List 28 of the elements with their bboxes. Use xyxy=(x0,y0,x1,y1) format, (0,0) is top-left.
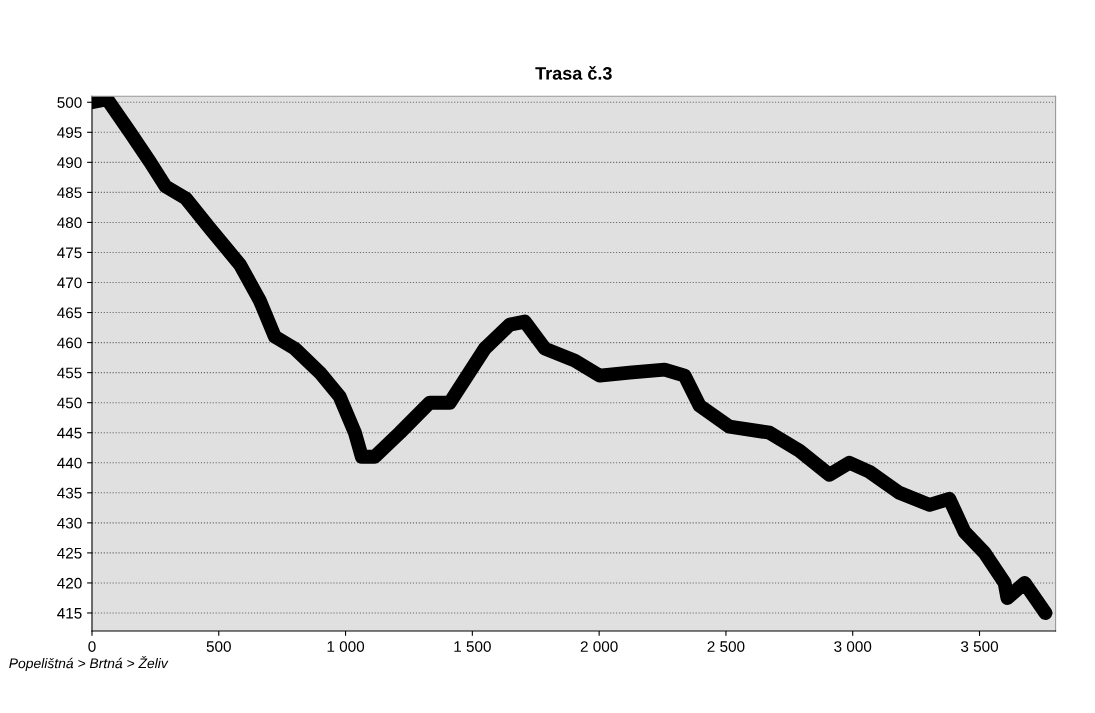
x-tick-label: 1 500 xyxy=(454,641,491,652)
y-tick-label: 450 xyxy=(57,397,82,409)
y-tick-label: 435 xyxy=(57,487,82,499)
y-tick-label: 420 xyxy=(57,577,82,589)
x-tick-label: 3 000 xyxy=(834,641,872,652)
y-tick-label: 490 xyxy=(57,157,82,169)
y-tick-label: 460 xyxy=(57,337,82,349)
x-tick-label: 0 xyxy=(88,641,96,652)
x-tick-label: 2 500 xyxy=(707,641,745,652)
x-tick-label: 3 500 xyxy=(960,641,999,652)
y-tick-label: 425 xyxy=(57,547,82,559)
chart-title: Trasa č.3 xyxy=(535,66,612,80)
text: Popelištná > Brtná > Želiv xyxy=(9,655,169,671)
x-tick-label: 2 000 xyxy=(580,641,618,652)
x-tick-label: 1 000 xyxy=(327,641,365,652)
y-tick-label: 470 xyxy=(57,277,82,289)
x-tick-label: 500 xyxy=(206,641,231,652)
y-tick-label: 475 xyxy=(57,247,82,259)
y-tick-label: 485 xyxy=(57,187,82,199)
y-tick-label: 495 xyxy=(57,127,82,138)
y-tick-label: 430 xyxy=(57,517,82,529)
y-tick-label: 465 xyxy=(57,307,82,319)
y-tick-label: 440 xyxy=(57,457,82,469)
y-tick-label: 415 xyxy=(57,608,82,619)
y-tick-label: 445 xyxy=(57,427,82,439)
y-tick-label: 455 xyxy=(57,367,82,379)
y-tick-label: 500 xyxy=(57,97,82,108)
y-tick-label: 480 xyxy=(57,217,82,229)
